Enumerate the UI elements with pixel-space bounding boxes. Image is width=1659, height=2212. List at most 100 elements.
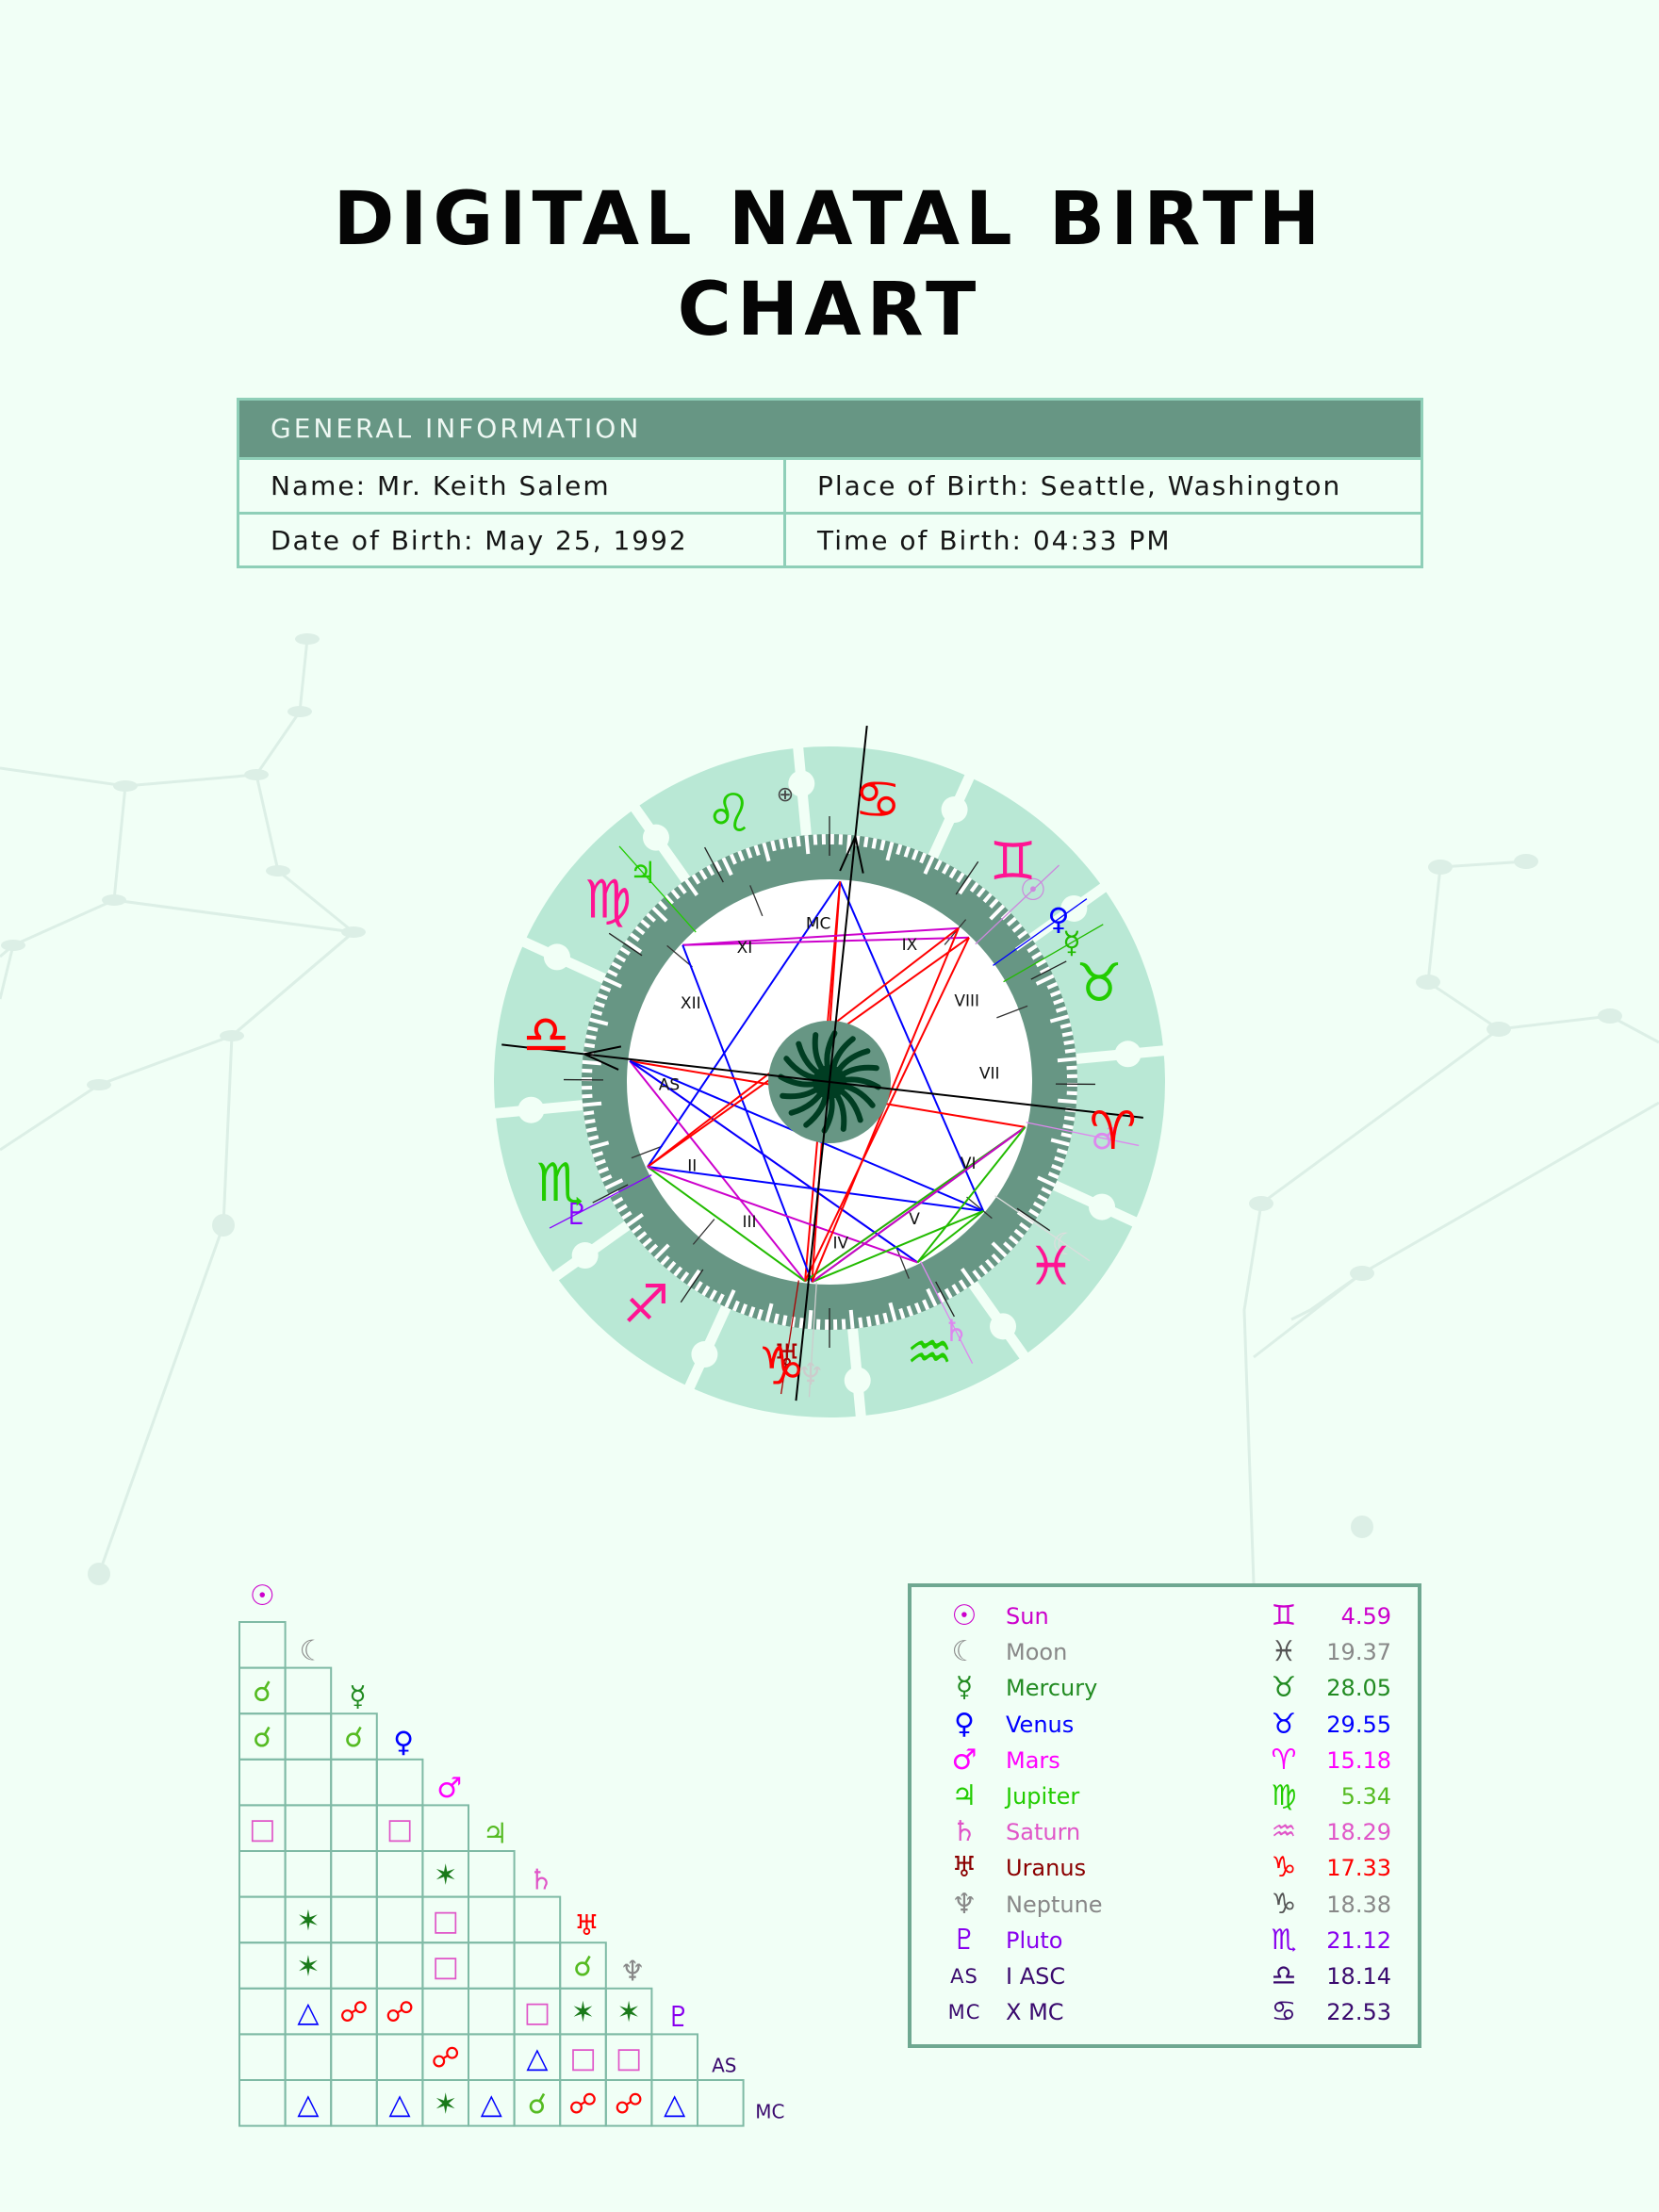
legend-row-neptune: ♆ Neptune ♑ 18.38 [912,1887,1418,1923]
sign-aquarius-icon: ♒ [906,1322,953,1384]
legend-glyph-icon: ♀ [954,1707,975,1741]
place-of-birth-field: Place of Birth: Seattle, Washington [817,470,1342,501]
aspect-trine-icon: △ [389,2088,411,2121]
legend-planet-name: Pluto [1006,1926,1063,1954]
house-label: VII [979,1065,1000,1084]
legend-sign-icon: ♑ [1271,1851,1297,1885]
aspect-grid-header: ♃ [483,1818,508,1851]
house-label: MC [806,914,831,933]
aspect-sextile-icon: ✶ [617,1996,641,2029]
aspect-conjunction-icon: ☌ [528,2088,547,2121]
sign-gemini-icon: ♊ [989,831,1036,893]
legend-planet-name: Mars [1006,1746,1060,1774]
legend-sign-icon: ♈ [1271,1743,1297,1777]
legend-row-saturn: ♄ Saturn ♒ 18.29 [912,1814,1418,1850]
legend-row-moon: ☾ Moon ♓ 19.37 [912,1634,1418,1670]
legend-degree: 5.34 [1340,1783,1391,1810]
aspect-sextile-icon: ✶ [296,1951,320,1984]
aspect-cell [284,1804,333,1853]
legend-planet-name: Saturn [1006,1819,1081,1846]
aspect-trine-icon: △ [297,2088,319,2121]
aspect-grid-header: ♄ [528,1863,553,1896]
aspect-grid-header: ♆ [620,1956,646,1989]
aspect-cell [238,1942,287,1990]
house-label: III [742,1213,756,1232]
legend-sign-icon: ♓ [1271,1635,1297,1669]
aspect-square-icon: □ [433,1951,459,1984]
aspect-cell [330,2033,378,2081]
aspect-conjunction-icon: ☌ [573,1951,592,1984]
legend-degree: 18.14 [1326,1963,1391,1990]
planet-moon-icon: ☾ [1052,1226,1079,1262]
legend-planet-name: Venus [1006,1711,1075,1738]
legend-planet-name: Mercury [1006,1675,1098,1702]
aspect-sextile-icon: ✶ [434,1859,457,1892]
aspect-cell [238,1895,287,1944]
aspect-square-icon: □ [616,2042,642,2075]
aspect-trine-icon: △ [664,2088,685,2121]
sign-capricorn-icon: ♑ [758,1336,805,1398]
date-of-birth-field: Date of Birth: May 25, 1992 [239,515,786,565]
aspect-grid-header: ♂ [436,1772,462,1805]
house-label: V [909,1210,920,1229]
legend-row-mars: ♂ Mars ♈ 15.18 [912,1743,1418,1778]
legend-sign-icon: ♊ [1271,1599,1297,1632]
aspect-conjunction-icon: ☌ [344,1722,363,1755]
legend-row-uranus: ♅ Uranus ♑ 17.33 [912,1850,1418,1886]
house-label: II [687,1157,697,1176]
planet-uranus-icon: ♅ [774,1337,801,1373]
house-label: XII [681,994,701,1013]
zodiac-sign-glyphs: ♈ ♉ ♊ ♋ ♌ ♍ ♎ ♏ ♐ ♑ ♒ ♓ [522,769,1137,1397]
aspect-opposition-icon: ☍ [386,1996,414,2029]
aspect-cell [284,2033,333,2081]
legend-degree: 15.18 [1326,1746,1391,1774]
aspect-cell [468,1942,516,1990]
aspect-cell [375,2033,424,2081]
aspect-cell [375,1850,424,1898]
aspect-opposition-icon: ☍ [568,2088,597,2121]
aspect-square-icon: □ [386,1813,413,1846]
aspect-grid-header: MC [755,2100,784,2122]
aspect-cell [330,1850,378,1898]
aspect-cell [238,2033,287,2081]
sun-emblem-icon [778,1030,881,1134]
aspect-sextile-icon: ✶ [434,2088,457,2121]
sign-virgo-icon: ♍ [584,869,632,930]
legend-sign-icon: ♎ [1271,1959,1297,1992]
aspect-cell [284,1712,333,1761]
legend-degree: 28.05 [1326,1675,1391,1702]
aspect-cell [330,2079,378,2127]
legend-sign-icon: ♏ [1271,1923,1297,1957]
legend-glyph-icon: ♄ [951,1815,977,1849]
legend-glyph-icon: ♇ [951,1923,977,1957]
info-row: Date of Birth: May 25, 1992 Time of Birt… [239,512,1421,565]
planet-mars-icon: ♂ [1092,1121,1119,1156]
aspect-square-icon: □ [433,1905,459,1938]
time-of-birth-field: Time of Birth: 04:33 PM [817,525,1172,556]
house-label: VIII [954,991,979,1010]
aspect-grid-header: AS [712,2055,736,2077]
aspect-cell [375,1942,424,1990]
legend-sign-icon: ♉ [1271,1671,1297,1705]
aspect-cell [238,1621,287,1669]
aspect-cell [284,1758,333,1807]
legend-glyph-icon: ☉ [951,1599,977,1632]
aspect-cell [330,1758,378,1807]
legend-row-venus: ♀ Venus ♉ 29.55 [912,1707,1418,1743]
aspect-trine-icon: △ [481,2088,502,2121]
sign-sagittarius-icon: ♐ [622,1274,669,1335]
aspect-sextile-icon: ✶ [571,1996,595,2029]
part-of-fortune-icon: ⊕ [777,783,794,807]
legend-planet-name: Jupiter [1006,1783,1080,1810]
aspect-cell [468,2033,516,2081]
planet-sun-icon: ☉ [1020,872,1047,908]
page-title: DIGITAL NATAL BIRTH CHART [0,174,1659,355]
aspect-trine-icon: △ [526,2042,548,2075]
legend-sign-icon: ♍ [1271,1779,1297,1812]
aspect-sextile-icon: ✶ [296,1905,320,1938]
aspect-cell [238,1850,287,1898]
legend-row-x-mc: MC X MC ♋ 22.53 [912,1994,1418,2030]
planet-mercury-icon: ☿ [1062,925,1081,960]
